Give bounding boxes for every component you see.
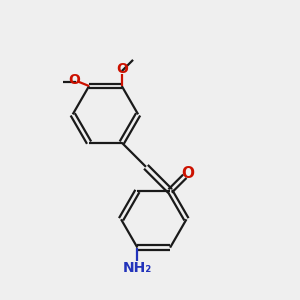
Text: O: O <box>182 166 194 181</box>
Text: O: O <box>116 62 128 76</box>
Text: O: O <box>68 74 80 87</box>
Text: NH₂: NH₂ <box>123 260 152 274</box>
